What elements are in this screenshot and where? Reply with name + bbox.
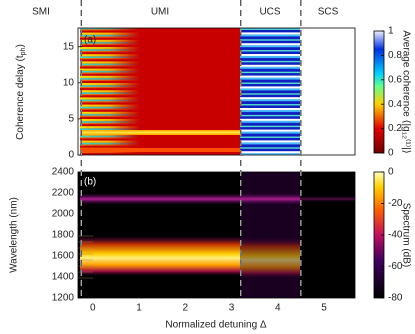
region-label: SCS [318,7,339,18]
y-axis-label-part: Coherence delay (t [15,55,26,140]
y-tick-label: 2000 [52,209,75,220]
colorbar-tick-label: 0.4 [388,99,402,110]
y-tick-label: 10 [63,77,75,88]
colorbar-tick-label: -60 [388,261,403,272]
region-label: UCS [259,7,280,18]
colorbar-a [374,31,384,153]
colorbar-tick-label: -20 [388,198,403,209]
y-tick-label: 0 [68,150,74,161]
colorbar-label: Average coherence ⟨|g₁₂⁽¹⁾|⟩ [400,30,411,153]
y-tick-label: 2400 [52,167,75,178]
region-label: SMI [32,7,50,18]
colorbar-tick-label: -80 [388,293,403,304]
colorbar-frame [373,30,385,154]
colorbar-tick-label: 0.6 [388,74,402,85]
colorbar-tick-label: 0.8 [388,50,402,61]
y-tick-label: 15 [63,41,75,52]
x-tick-label: 3 [229,303,235,314]
colorbar-label: Spectrum (dB) [400,203,411,267]
y-tick-label: 1800 [52,230,75,241]
y-tick-label: 2200 [52,188,75,199]
x-tick-label: 4 [275,303,281,314]
y-tick-label: 1600 [52,251,75,262]
x-tick-label: 1 [136,303,142,314]
region-label: UMI [151,7,169,18]
y-axis-label-sub: ph [20,47,27,55]
y-axis-label-part: ) [15,44,26,47]
x-axis-label: Normalized detuning Δ [165,320,266,331]
colorbar-tick-label: 0.2 [388,123,402,134]
panel-label: (b) [84,177,96,188]
colorbar-tick-label: 0 [388,167,394,178]
plot-frame [77,27,356,156]
colorbar-tick-label: 0 [388,148,394,159]
x-tick-label: 2 [183,303,189,314]
x-tick-label: 0 [90,303,96,314]
y-tick-label: 1200 [52,293,75,304]
colorbar-tick-label: 1 [388,26,394,37]
y-axis-label: Wavelength (nm) [9,197,20,273]
colorbar-b [374,172,384,298]
y-axis-label: Coherence delay (tph) [15,44,27,140]
panel-label: (a) [84,35,96,46]
y-tick-label: 1400 [52,272,75,283]
y-tick-label: 5 [68,114,74,125]
heatmap-a [78,28,355,155]
heatmap-b [78,172,355,298]
colorbar-tick-label: -40 [388,230,403,241]
x-tick-label: 5 [321,303,327,314]
